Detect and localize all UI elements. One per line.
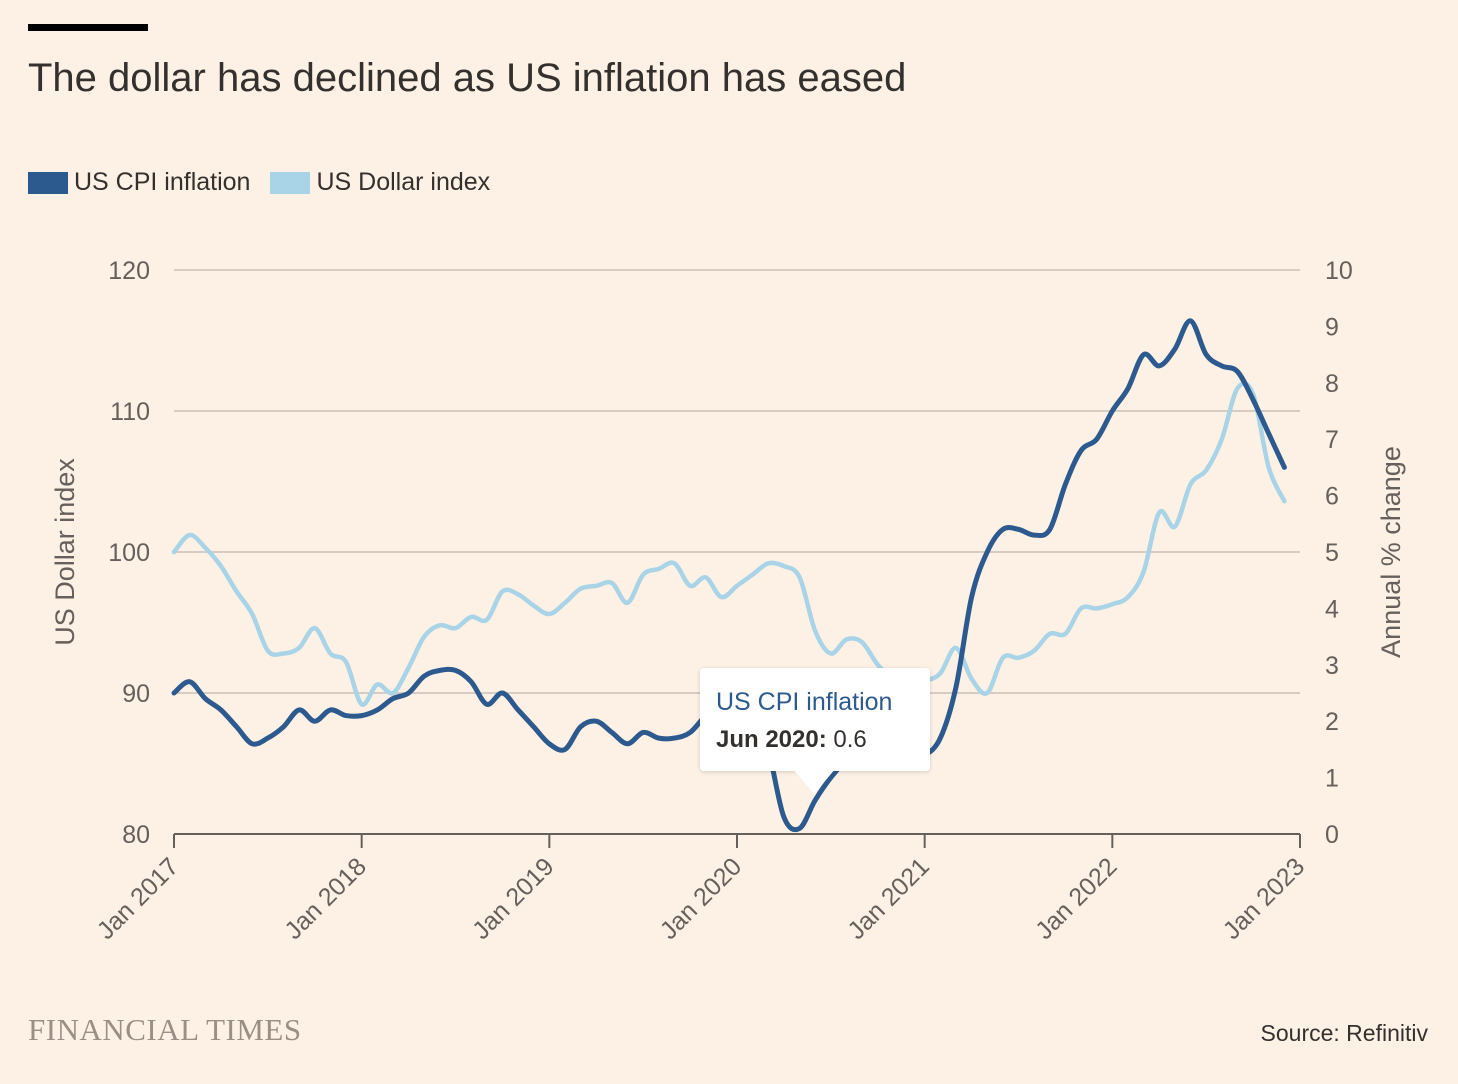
y-tick-right: 2 [1325,708,1339,736]
y-tick-right: 5 [1325,539,1339,567]
legend-swatch-cpi [28,171,68,194]
x-tick-label: Jan 2023 [1218,852,1311,945]
ft-logo: FINANCIAL TIMES [28,1012,302,1047]
tooltip-date: Jun 2020: [716,726,827,753]
y-axis-title-left: US Dollar index [50,458,80,646]
y-tick-left: 80 [122,821,150,849]
y-tick-left: 120 [108,257,150,285]
legend: US CPI inflation US Dollar index [28,168,510,197]
y-tick-right: 0 [1325,821,1339,849]
legend-label-dollar: US Dollar index [316,168,491,196]
x-tick-label: Jan 2018 [279,852,372,945]
tooltip-value-line: Jun 2020: 0.6 [716,726,867,754]
brand-top-bar [28,24,148,31]
chart-title: The dollar has declined as US inflation … [28,56,907,100]
x-tick-label: Jan 2020 [655,852,748,945]
tooltip-pointer [792,768,836,794]
y-tick-left: 110 [110,398,150,426]
tooltip-value: 0.6 [833,726,867,753]
tooltip: US CPI inflation Jun 2020: 0.6 [700,668,930,794]
y-tick-right: 4 [1325,595,1339,623]
source-note: Source: Refinitiv [1260,1020,1428,1046]
y-tick-left: 90 [122,680,150,708]
legend-label-cpi: US CPI inflation [74,168,251,196]
legend-swatch-dollar [270,171,311,194]
x-tick-label: Jan 2021 [842,852,935,945]
legend-item-cpi[interactable]: US CPI inflation [28,168,250,197]
legend-item-dollar[interactable]: US Dollar index [270,168,490,197]
y-tick-right: 6 [1325,483,1339,511]
y-tick-right: 3 [1325,652,1339,680]
y-axis-title-right: Annual % change [1376,446,1406,658]
x-tick-label: Jan 2019 [467,852,560,945]
x-tick-label: Jan 2022 [1030,852,1123,945]
tooltip-series: US CPI inflation [716,688,893,716]
y-tick-right: 7 [1325,426,1339,454]
y-tick-left: 100 [108,539,150,567]
y-tick-right: 10 [1325,257,1353,285]
x-tick-label: Jan 2017 [92,852,185,945]
y-tick-right: 8 [1325,370,1339,398]
y-tick-right: 1 [1325,765,1339,793]
series-line-dollar [171,381,1287,707]
y-tick-right: 9 [1325,313,1339,341]
